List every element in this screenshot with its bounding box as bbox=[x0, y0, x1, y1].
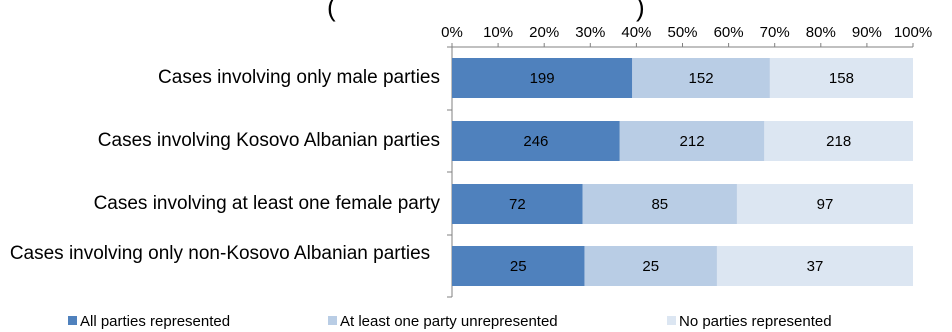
x-tick-label: 60% bbox=[714, 24, 744, 41]
x-tick-label: 100% bbox=[894, 24, 932, 41]
legend-item-one-unrepresented: At least one party unrepresented bbox=[328, 313, 558, 331]
title-fragment-open: ( bbox=[327, 0, 336, 22]
x-tick-label: 80% bbox=[806, 24, 836, 41]
data-label: 212 bbox=[680, 133, 705, 150]
data-label: 158 bbox=[829, 70, 854, 87]
bar-segment bbox=[452, 58, 633, 98]
bar-segment bbox=[582, 184, 737, 224]
legend-item-all-represented: All parties represented bbox=[68, 313, 230, 331]
category-label: Cases involving only non-Kosovo Albanian… bbox=[9, 243, 431, 264]
legend-item-none-represented: No parties represented bbox=[667, 313, 832, 331]
bar-segment bbox=[716, 246, 913, 286]
category-label: Cases involving at least one female part… bbox=[93, 193, 440, 214]
legend-swatch bbox=[328, 316, 337, 325]
data-label: 37 bbox=[807, 258, 824, 275]
x-tick-label: 20% bbox=[529, 24, 559, 41]
data-label: 152 bbox=[689, 70, 714, 87]
legend-swatch bbox=[667, 316, 676, 325]
x-tick-label: 90% bbox=[852, 24, 882, 41]
bar-segment bbox=[584, 246, 717, 286]
data-label: 199 bbox=[530, 70, 555, 87]
bar-segment bbox=[452, 246, 585, 286]
bar-segment bbox=[764, 121, 913, 161]
x-tick-label: 70% bbox=[760, 24, 790, 41]
data-label: 72 bbox=[509, 196, 526, 213]
bar-segment bbox=[619, 121, 765, 161]
x-tick-label: 10% bbox=[483, 24, 513, 41]
x-tick-label: 40% bbox=[621, 24, 651, 41]
x-tick-label: 30% bbox=[575, 24, 605, 41]
legend-label: No parties represented bbox=[679, 313, 832, 330]
bars: 199 152 158 246 212 218 72 85 97 25 25 37 bbox=[452, 58, 913, 286]
data-label: 246 bbox=[523, 133, 548, 150]
bar-segment bbox=[452, 184, 583, 224]
legend-label: At least one party unrepresented bbox=[340, 313, 558, 330]
legend-swatch bbox=[68, 316, 77, 325]
x-tick-label: 0% bbox=[441, 24, 463, 41]
category-label: Cases involving Kosovo Albanian parties bbox=[97, 130, 440, 151]
data-label: 218 bbox=[826, 133, 851, 150]
data-label: 97 bbox=[817, 196, 834, 213]
title-fragment-close: ) bbox=[636, 0, 645, 22]
bar-segment bbox=[452, 121, 620, 161]
bar-segment bbox=[632, 58, 770, 98]
data-label: 85 bbox=[651, 196, 668, 213]
bar-segment bbox=[769, 58, 913, 98]
category-label: Cases involving only male parties bbox=[158, 67, 440, 88]
legend-label: All parties represented bbox=[80, 313, 231, 330]
x-tick-label: 50% bbox=[667, 24, 697, 41]
x-axis: 0% 10% 20% 30% 40% 50% 60% 70% 80% 90% 100% bbox=[441, 24, 932, 298]
data-label: 25 bbox=[642, 258, 659, 275]
bar-segment bbox=[736, 184, 913, 224]
data-label: 25 bbox=[510, 258, 527, 275]
